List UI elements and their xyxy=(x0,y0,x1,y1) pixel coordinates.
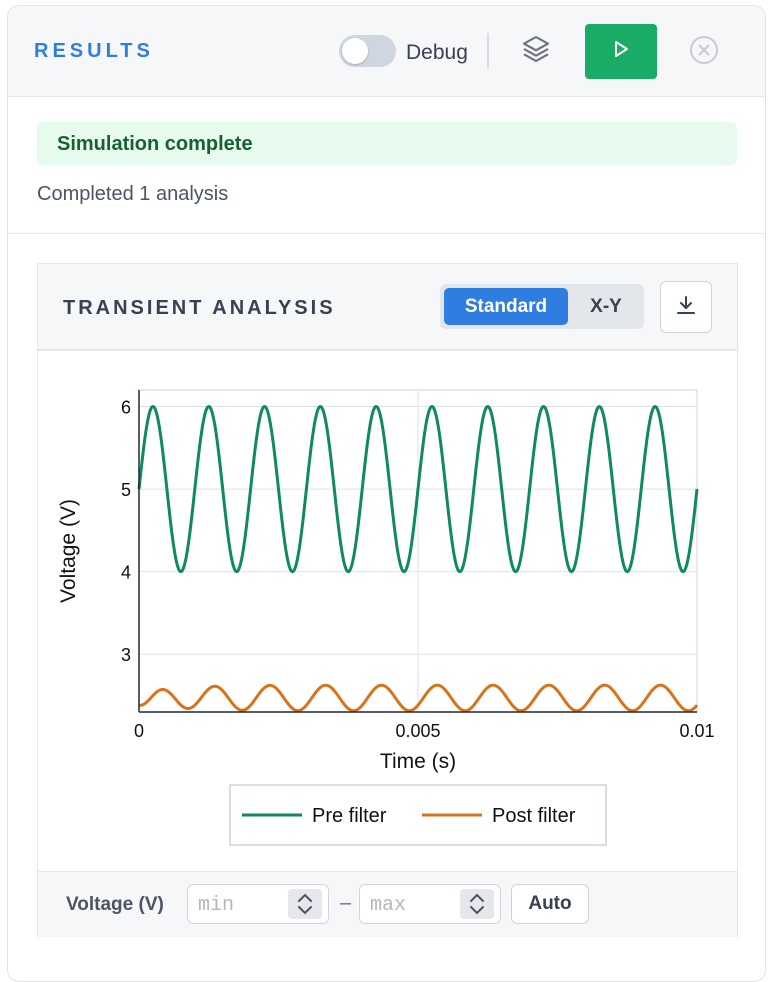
x-tick-label: 0 xyxy=(134,721,144,741)
results-title: RESULTS xyxy=(34,40,154,62)
y-tick-label: 4 xyxy=(121,563,131,583)
plot-area xyxy=(137,405,699,713)
series-line-pre-filter xyxy=(137,405,699,574)
download-button[interactable] xyxy=(660,281,712,333)
x-tick-label: 0.005 xyxy=(395,721,440,741)
run-simulation-button[interactable] xyxy=(585,24,657,79)
min-input[interactable] xyxy=(196,891,285,919)
y-axis-label: Voltage (V) xyxy=(57,499,80,603)
y-tick-label: 5 xyxy=(121,480,131,500)
series-line-post-filter xyxy=(138,683,699,713)
layers-icon xyxy=(520,33,552,70)
view-mode-switch: Standard X-Y xyxy=(440,284,644,329)
analysis-card: TRANSIENT ANALYSIS Standard X-Y 3 4 5 6 0 0.0… xyxy=(37,263,738,937)
tab-standard[interactable]: Standard xyxy=(444,288,568,325)
max-input[interactable] xyxy=(368,891,457,919)
max-stepper[interactable] xyxy=(460,889,494,919)
stepper-arrows-icon xyxy=(470,893,484,915)
legend-box xyxy=(229,784,607,846)
close-circle-icon xyxy=(689,35,719,70)
debug-label: Debug xyxy=(406,41,468,64)
auto-range-button[interactable]: Auto xyxy=(511,884,589,924)
y-tick-label: 3 xyxy=(121,645,131,665)
axis-range-controls: Voltage (V) – xyxy=(38,871,737,937)
analysis-title: TRANSIENT ANALYSIS xyxy=(63,297,336,319)
legend: Pre filter Post filter xyxy=(229,784,607,846)
legend-item-post-filter: Post filter xyxy=(492,805,576,827)
stepper-arrows-icon xyxy=(298,893,312,915)
range-separator: – xyxy=(340,892,352,914)
layers-button[interactable] xyxy=(503,24,569,78)
y-tick-label: 6 xyxy=(121,398,131,418)
x-axis-label: Time (s) xyxy=(380,750,456,773)
status-message: Simulation complete xyxy=(57,133,253,155)
x-tick-label: 0.01 xyxy=(679,721,714,741)
axes: 3 4 5 6 0 0.005 0.01 xyxy=(121,390,715,741)
results-header: RESULTS Debug xyxy=(8,6,765,97)
grid xyxy=(138,389,698,713)
toggle-knob xyxy=(342,38,368,64)
download-icon xyxy=(675,294,697,321)
stop-button[interactable] xyxy=(688,35,720,70)
status-detail: Completed 1 analysis xyxy=(37,183,229,205)
play-icon xyxy=(611,39,631,64)
debug-toggle[interactable] xyxy=(339,35,396,67)
transient-chart: 3 4 5 6 0 0.005 0.01 Time (s) Voltage (V) Pre … xyxy=(57,389,715,846)
section-divider xyxy=(8,233,765,234)
analysis-header: TRANSIENT ANALYSIS Standard X-Y xyxy=(38,264,737,351)
min-stepper[interactable] xyxy=(288,889,322,919)
axis-range-label: Voltage (V) xyxy=(66,894,164,915)
header-divider xyxy=(487,33,489,69)
status-banner: Simulation complete xyxy=(37,122,737,165)
max-input-wrapper xyxy=(359,884,501,924)
results-panel: RESULTS Debug xyxy=(7,5,766,982)
legend-item-pre-filter: Pre filter xyxy=(312,805,387,827)
min-input-wrapper xyxy=(187,884,329,924)
tab-x-y[interactable]: X-Y xyxy=(590,295,622,317)
